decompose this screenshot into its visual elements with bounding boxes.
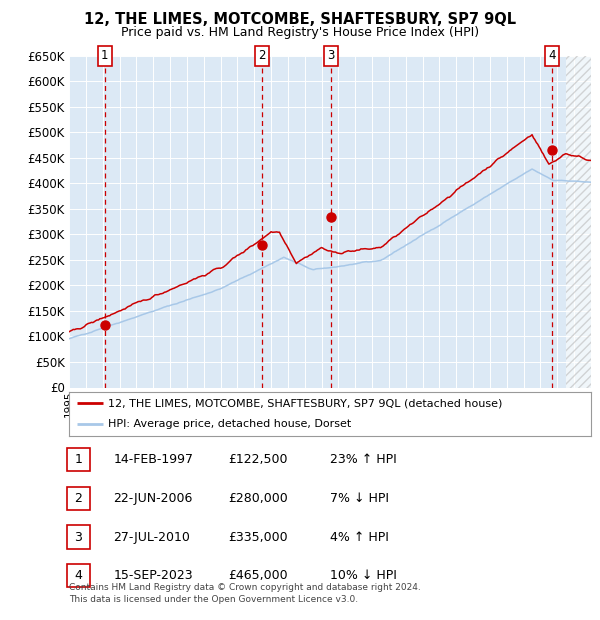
FancyBboxPatch shape [67, 448, 91, 471]
Text: £122,500: £122,500 [229, 453, 288, 466]
FancyBboxPatch shape [67, 526, 91, 549]
Text: 4: 4 [74, 569, 82, 582]
Text: 15-SEP-2023: 15-SEP-2023 [113, 569, 193, 582]
FancyBboxPatch shape [67, 564, 91, 588]
FancyBboxPatch shape [67, 487, 91, 510]
Text: 2: 2 [74, 492, 82, 505]
Text: Contains HM Land Registry data © Crown copyright and database right 2024.
This d: Contains HM Land Registry data © Crown c… [69, 583, 421, 604]
Text: 12, THE LIMES, MOTCOMBE, SHAFTESBURY, SP7 9QL: 12, THE LIMES, MOTCOMBE, SHAFTESBURY, SP… [84, 12, 516, 27]
Text: 2: 2 [259, 50, 266, 62]
Text: 1: 1 [101, 50, 109, 62]
Text: 7% ↓ HPI: 7% ↓ HPI [330, 492, 389, 505]
Text: 22-JUN-2006: 22-JUN-2006 [113, 492, 193, 505]
Text: 3: 3 [328, 50, 335, 62]
Text: 4% ↑ HPI: 4% ↑ HPI [330, 531, 389, 544]
Text: Price paid vs. HM Land Registry's House Price Index (HPI): Price paid vs. HM Land Registry's House … [121, 26, 479, 39]
Text: 12, THE LIMES, MOTCOMBE, SHAFTESBURY, SP7 9QL (detached house): 12, THE LIMES, MOTCOMBE, SHAFTESBURY, SP… [108, 398, 503, 408]
Polygon shape [566, 56, 591, 388]
Text: 10% ↓ HPI: 10% ↓ HPI [330, 569, 397, 582]
Text: 23% ↑ HPI: 23% ↑ HPI [330, 453, 397, 466]
Text: £280,000: £280,000 [229, 492, 288, 505]
Text: 27-JUL-2010: 27-JUL-2010 [113, 531, 190, 544]
Text: 3: 3 [74, 531, 82, 544]
Text: £335,000: £335,000 [229, 531, 288, 544]
Text: 1: 1 [74, 453, 82, 466]
Text: 4: 4 [548, 50, 556, 62]
Text: 14-FEB-1997: 14-FEB-1997 [113, 453, 193, 466]
Text: HPI: Average price, detached house, Dorset: HPI: Average price, detached house, Dors… [108, 419, 352, 430]
Text: £465,000: £465,000 [229, 569, 288, 582]
